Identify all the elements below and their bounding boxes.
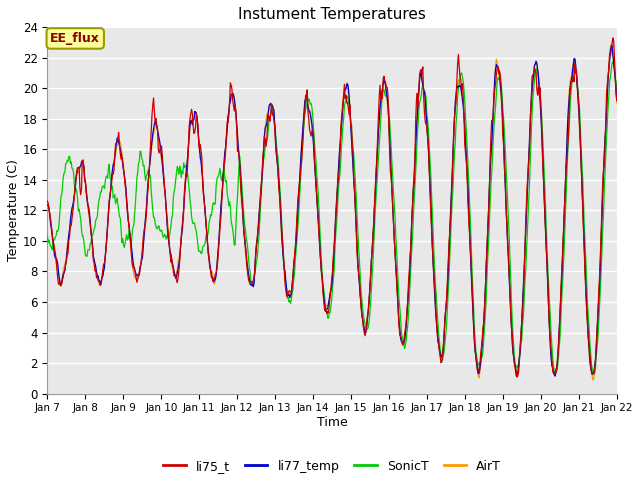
Legend: li75_t, li77_temp, SonicT, AirT: li75_t, li77_temp, SonicT, AirT [158, 455, 506, 478]
Text: EE_flux: EE_flux [51, 32, 100, 45]
Title: Instument Temperatures: Instument Temperatures [238, 7, 426, 22]
Y-axis label: Temperature (C): Temperature (C) [7, 159, 20, 262]
X-axis label: Time: Time [317, 416, 348, 429]
